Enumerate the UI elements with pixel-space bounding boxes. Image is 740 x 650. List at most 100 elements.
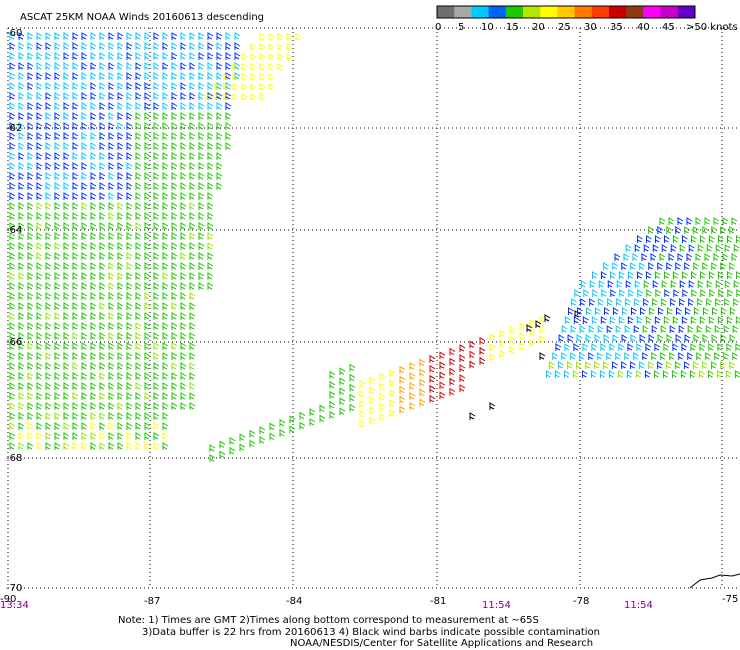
wind-barb: [670, 298, 676, 306]
wind-barb: [700, 235, 706, 243]
wind-barb: [27, 202, 34, 210]
wind-barb: [180, 332, 187, 340]
wind-barb: [234, 62, 241, 70]
wind-barb: [45, 232, 52, 240]
wind-barb: [198, 192, 205, 200]
wind-barb: [36, 432, 43, 440]
wind-barb: [72, 362, 79, 370]
wind-barb: [229, 446, 236, 455]
wind-barb: [732, 352, 739, 360]
wind-barb: [153, 342, 160, 350]
wind-barb: [489, 343, 496, 352]
wind-barb: [180, 202, 187, 210]
wind-barb: [673, 289, 680, 297]
wind-barb: [639, 361, 645, 369]
wind-barb: [439, 381, 446, 390]
wind-barb: [567, 361, 573, 369]
wind-barb: [715, 244, 722, 252]
legend-swatch: [574, 6, 593, 18]
wind-barb: [720, 226, 727, 234]
wind-barb: [686, 253, 693, 261]
wind-barb: [18, 292, 25, 300]
wind-barb: [135, 182, 142, 190]
wind-barb: [90, 202, 97, 210]
wind-barb: [99, 412, 106, 420]
wind-barb: [99, 422, 106, 430]
wind-barb: [126, 312, 133, 320]
wind-barb: [162, 302, 169, 310]
wind-barb: [630, 361, 636, 369]
wind-barb: [99, 352, 106, 360]
wind-barb: [277, 43, 284, 51]
wind-barb: [99, 122, 106, 130]
legend-swatch: [540, 6, 558, 18]
wind-barb: [653, 370, 660, 378]
wind-barb: [711, 226, 718, 234]
wind-barb: [144, 122, 151, 130]
wind-barb: [135, 322, 142, 330]
wind-barb: [607, 298, 613, 306]
wind-barb: [708, 316, 715, 324]
wind-barb: [126, 62, 133, 70]
wind-barb: [81, 332, 88, 340]
wind-barb: [162, 442, 169, 450]
wind-barb: [144, 142, 151, 150]
wind-barb: [684, 262, 691, 270]
wind-barb: [18, 132, 25, 140]
wind-barb: [591, 343, 598, 351]
wind-barb: [180, 242, 187, 250]
wind-barb: [207, 92, 214, 100]
wind-barb: [72, 102, 79, 110]
wind-barb: [171, 372, 178, 380]
wind-barb: [379, 402, 386, 411]
wind-barb: [634, 298, 640, 306]
wind-barb: [72, 192, 79, 200]
wind-barb: [27, 352, 34, 360]
wind-barb: [108, 422, 115, 430]
wind-barb: [9, 132, 16, 140]
wind-barb: [189, 152, 196, 160]
wind-barb: [549, 361, 555, 369]
wind-barb: [81, 172, 88, 180]
wind-barb: [9, 162, 16, 170]
wind-barb: [108, 352, 115, 360]
wind-barb: [633, 352, 640, 360]
wind-barb: [171, 232, 178, 240]
wind-barb: [649, 307, 655, 315]
wind-barb: [99, 272, 106, 280]
wind-barb: [63, 52, 70, 60]
wind-barb: [189, 342, 196, 350]
wind-barb: [648, 262, 655, 270]
wind-barb: [72, 142, 79, 150]
wind-barb: [144, 352, 151, 360]
wind-barb: [153, 252, 160, 260]
wind-barb: [27, 432, 34, 440]
wind-barb: [36, 422, 43, 430]
wind-barb: [90, 402, 97, 410]
wind-barb: [709, 235, 715, 243]
wind-barb: [643, 244, 650, 252]
wind-barb: [216, 142, 223, 150]
wind-barb: [108, 162, 115, 170]
wind-barb: [72, 152, 79, 160]
wind-barb: [628, 289, 635, 297]
wind-barb: [117, 172, 124, 180]
wind-barb: [108, 252, 115, 260]
wind-barb: [250, 93, 257, 101]
wind-barb: [126, 132, 133, 140]
wind-barb: [108, 142, 115, 150]
wind-barb: [72, 312, 79, 320]
lat-label: -62: [6, 123, 22, 134]
wind-barb: [389, 399, 396, 408]
wind-barb: [666, 262, 673, 270]
wind-barb: [54, 212, 61, 220]
wind-barb: [99, 362, 106, 370]
wind-barb: [216, 42, 223, 50]
wind-barb: [45, 152, 52, 160]
wind-barb: [369, 416, 376, 425]
wind-barb: [207, 32, 214, 40]
wind-barb: [706, 244, 713, 252]
wind-barb: [99, 332, 106, 340]
wind-barb: [81, 392, 88, 400]
wind-barb: [675, 334, 682, 342]
